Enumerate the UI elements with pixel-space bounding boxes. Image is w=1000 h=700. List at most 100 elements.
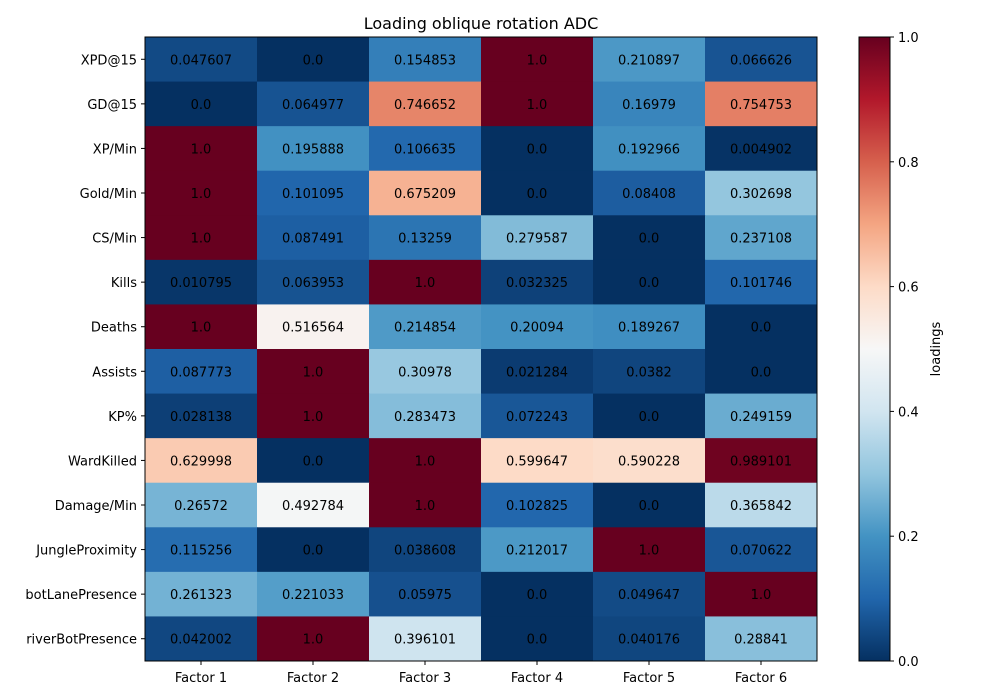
cell-value-label: 0.0 xyxy=(751,365,772,380)
cell-value-label: 0.365842 xyxy=(730,499,792,514)
heatmap-cell xyxy=(593,81,706,127)
cell-value-label: 0.0 xyxy=(303,544,324,559)
heatmap-cell xyxy=(593,259,706,305)
heatmap-cell xyxy=(705,37,818,83)
colorbar-tick-label: 0.8 xyxy=(898,156,919,171)
chart-title: Loading oblique rotation ADC xyxy=(364,14,599,33)
cell-value-label: 0.210897 xyxy=(618,53,680,68)
x-tick-label: Factor 1 xyxy=(175,671,227,686)
cell-value-label: 0.042002 xyxy=(170,633,232,648)
cell-value-label: 0.066626 xyxy=(730,53,792,68)
cell-value-label: 1.0 xyxy=(751,588,772,603)
heatmap-cell xyxy=(593,126,706,172)
heatmap-cell xyxy=(481,393,594,439)
heatmap-cell xyxy=(593,37,706,83)
heatmap-cell xyxy=(369,349,482,395)
heatmap-cell xyxy=(257,349,370,395)
y-tick-label: Kills xyxy=(111,276,137,291)
heatmap-cell xyxy=(369,37,482,83)
heatmap-cell xyxy=(145,616,258,662)
cell-value-label: 0.038608 xyxy=(394,544,456,559)
y-tick-label: CS/Min xyxy=(92,232,137,247)
cell-value-label: 1.0 xyxy=(527,53,548,68)
cell-value-label: 0.070622 xyxy=(730,544,792,559)
heatmap-cell xyxy=(481,126,594,172)
cell-value-label: 0.28841 xyxy=(734,633,788,648)
heatmap-cell xyxy=(705,349,818,395)
cell-value-label: 1.0 xyxy=(415,276,436,291)
heatmap-cell xyxy=(145,527,258,573)
cell-value-label: 0.16979 xyxy=(622,98,676,113)
cell-value-label: 0.0 xyxy=(639,410,660,425)
heatmap-cell xyxy=(145,37,258,83)
heatmap-cell xyxy=(145,170,258,216)
cell-value-label: 0.040176 xyxy=(618,633,680,648)
heatmap-cell xyxy=(705,616,818,662)
cell-value-label: 0.0 xyxy=(639,232,660,247)
cell-value-label: 0.0 xyxy=(639,276,660,291)
heatmap-cell xyxy=(145,393,258,439)
colorbar-tick-label: 0.6 xyxy=(898,281,919,296)
heatmap-cell xyxy=(257,393,370,439)
heatmap-cell xyxy=(481,482,594,528)
cell-value-label: 0.021284 xyxy=(506,365,568,380)
cell-value-label: 1.0 xyxy=(191,187,212,202)
heatmap-cell xyxy=(257,438,370,484)
heatmap-cell xyxy=(369,259,482,305)
cell-value-label: 0.192966 xyxy=(618,142,680,157)
cell-value-label: 0.629998 xyxy=(170,454,232,469)
heatmap-cell xyxy=(145,571,258,617)
colorbar xyxy=(858,36,891,662)
x-tick-label: Factor 5 xyxy=(623,671,675,686)
heatmap-cell xyxy=(705,571,818,617)
colorbar-tick-label: 1.0 xyxy=(898,31,919,46)
heatmap-cell xyxy=(593,393,706,439)
heatmap-cell xyxy=(705,438,818,484)
y-tick-label: JungleProximity xyxy=(35,544,137,559)
heatmap-cell-labels: 0.047607 0.0 0.154853 1.0 0.210897 0.066626 0.… xyxy=(170,53,792,647)
cell-value-label: 1.0 xyxy=(191,321,212,336)
cell-value-label: 0.754753 xyxy=(730,98,792,113)
heatmap-cell xyxy=(257,304,370,350)
heatmap-cell xyxy=(369,571,482,617)
heatmap-cell xyxy=(369,304,482,350)
cell-value-label: 0.302698 xyxy=(730,187,792,202)
cell-value-label: 0.101095 xyxy=(282,187,344,202)
heatmap-cell xyxy=(705,215,818,261)
x-axis: Factor 1 Factor 2 Factor 3 Factor 4 Factor 5… xyxy=(175,661,787,686)
heatmap-cell xyxy=(145,438,258,484)
heatmap-cell xyxy=(257,571,370,617)
cell-value-label: 0.106635 xyxy=(394,142,456,157)
cell-value-label: 0.0382 xyxy=(626,365,672,380)
heatmap-cell xyxy=(369,438,482,484)
heatmap-cell xyxy=(593,349,706,395)
cell-value-label: 0.20094 xyxy=(510,321,564,336)
heatmap-cell xyxy=(481,259,594,305)
heatmap-cell xyxy=(145,304,258,350)
cell-value-label: 0.102825 xyxy=(506,499,568,514)
cell-value-label: 0.237108 xyxy=(730,232,792,247)
cell-value-label: 0.195888 xyxy=(282,142,344,157)
cell-value-label: 0.154853 xyxy=(394,53,456,68)
heatmap-cell xyxy=(593,616,706,662)
cell-value-label: 0.072243 xyxy=(506,410,568,425)
heatmap-cell xyxy=(593,170,706,216)
heatmap-cell xyxy=(481,349,594,395)
cell-value-label: 0.249159 xyxy=(730,410,792,425)
heatmap-cell xyxy=(257,81,370,127)
heatmap-cell xyxy=(145,482,258,528)
heatmap-cell xyxy=(145,349,258,395)
x-tick-label: Factor 3 xyxy=(399,671,451,686)
heatmap-cell xyxy=(481,571,594,617)
cell-value-label: 0.0 xyxy=(751,321,772,336)
cell-value-label: 0.261323 xyxy=(170,588,232,603)
heatmap-cell xyxy=(481,37,594,83)
cell-value-label: 0.05975 xyxy=(398,588,452,603)
heatmap-cell xyxy=(705,259,818,305)
heatmap-cell xyxy=(369,482,482,528)
cell-value-label: 0.189267 xyxy=(618,321,680,336)
cell-value-label: 0.221033 xyxy=(282,588,344,603)
heatmap-cell xyxy=(593,215,706,261)
cell-value-label: 0.047607 xyxy=(170,53,232,68)
